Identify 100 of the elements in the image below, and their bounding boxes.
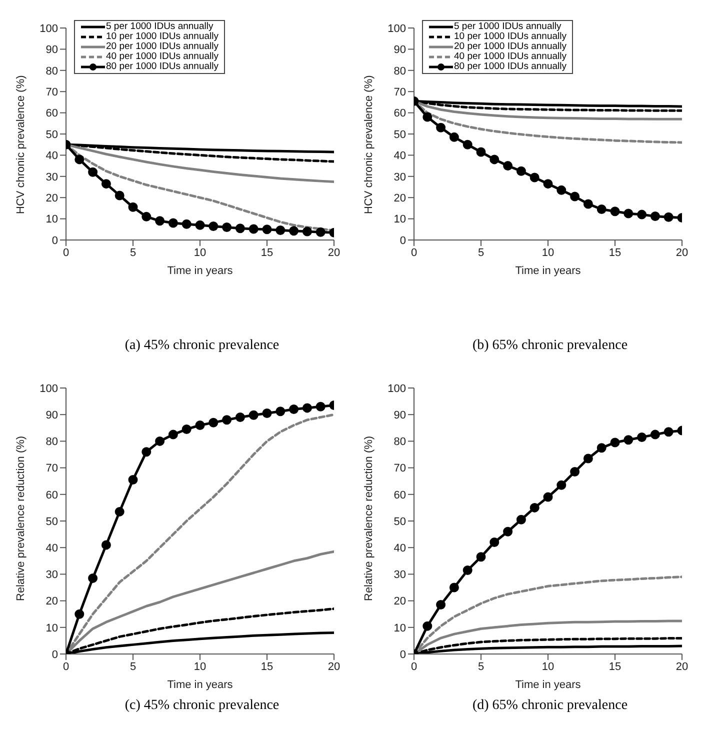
legend-label: 80 per 1000 IDUs annually xyxy=(454,61,566,72)
point xyxy=(637,432,647,442)
point xyxy=(276,406,286,416)
x-tick-label: 15 xyxy=(608,246,622,259)
y-tick-label: 100 xyxy=(40,22,58,35)
x-tick-label: 5 xyxy=(478,246,484,259)
point xyxy=(208,221,218,231)
point xyxy=(262,408,272,418)
y-axis-title: Relative prevalence reduction (%) xyxy=(14,436,27,601)
x-tick-label: 5 xyxy=(130,246,136,259)
point xyxy=(476,147,486,157)
y-tick-label: 90 xyxy=(394,410,406,422)
y-axis-title: HCV chronic prevalence (%) xyxy=(362,75,375,214)
y-tick-label: 20 xyxy=(46,596,58,608)
y-tick-label: 70 xyxy=(394,86,406,99)
y-tick-label: 40 xyxy=(46,150,58,162)
point xyxy=(436,122,446,132)
point xyxy=(637,210,647,220)
point xyxy=(88,167,98,177)
point xyxy=(462,140,472,150)
x-tick-label: 5 xyxy=(478,660,484,673)
point xyxy=(583,199,593,209)
y-axis-title: Relative prevalence reduction (%) xyxy=(362,436,375,601)
point xyxy=(235,224,245,234)
text: (d) 65% chronic prevalence xyxy=(471,698,629,714)
y-tick-label: 70 xyxy=(394,462,406,475)
point xyxy=(596,443,606,453)
y-tick-label: 40 xyxy=(394,542,406,555)
point xyxy=(543,492,553,502)
point xyxy=(101,179,111,189)
y-tick-label: 100 xyxy=(388,22,406,35)
point xyxy=(449,582,459,592)
point xyxy=(74,609,84,619)
y-tick-label: 70 xyxy=(46,462,58,475)
legend-label: 5 per 1000 IDUs annually xyxy=(106,21,214,32)
legend-label: 10 per 1000 IDUs annually xyxy=(454,31,566,42)
point xyxy=(182,424,192,434)
point xyxy=(503,526,513,536)
y-tick-label: 70 xyxy=(46,86,58,99)
y-tick-label: 30 xyxy=(46,171,58,184)
point xyxy=(530,502,540,512)
x-tick-label: 10 xyxy=(194,246,206,259)
point xyxy=(182,219,192,229)
y-tick-label: 60 xyxy=(394,489,406,502)
point xyxy=(490,154,500,164)
y-tick-label: 90 xyxy=(46,410,58,422)
point xyxy=(88,573,98,583)
point xyxy=(503,161,513,171)
point xyxy=(664,212,674,222)
point xyxy=(316,402,326,412)
point xyxy=(570,192,580,202)
point xyxy=(302,403,312,413)
x-tick-label: 15 xyxy=(608,660,622,673)
point xyxy=(596,204,606,214)
x-tick-label: 0 xyxy=(62,246,70,259)
y-tick-label: 0 xyxy=(52,234,58,247)
point xyxy=(302,226,312,236)
point xyxy=(276,226,286,235)
y-tick-label: 20 xyxy=(394,192,406,205)
point xyxy=(462,565,472,575)
point xyxy=(235,412,245,422)
point xyxy=(624,208,634,218)
x-tick-label: 15 xyxy=(260,660,274,673)
y-tick-label: 60 xyxy=(46,489,58,502)
point xyxy=(650,212,660,222)
y-tick-label: 0 xyxy=(400,234,406,247)
x-tick-label: 10 xyxy=(542,660,554,673)
y-tick-label: 10 xyxy=(46,214,58,226)
point xyxy=(248,224,258,234)
point xyxy=(583,454,593,464)
legend-label: 10 per 1000 IDUs annually xyxy=(106,31,218,42)
y-tick-label: 90 xyxy=(46,44,58,56)
y-tick-label: 60 xyxy=(46,108,58,120)
x-tick-label: 0 xyxy=(62,660,70,673)
y-tick-label: 20 xyxy=(46,192,58,205)
y-tick-label: 80 xyxy=(46,65,58,78)
point xyxy=(556,185,566,195)
point xyxy=(262,224,272,234)
x-tick-label: 15 xyxy=(260,246,274,259)
point xyxy=(248,410,258,420)
x-tick-label: 20 xyxy=(328,246,340,259)
point xyxy=(289,226,299,236)
x-axis-title: Time in years xyxy=(167,265,234,277)
x-tick-label: 0 xyxy=(410,660,418,673)
point xyxy=(195,420,205,430)
point xyxy=(142,447,152,457)
x-tick-label: 10 xyxy=(542,246,554,259)
x-axis-title: Time in years xyxy=(515,265,582,277)
y-tick-label: 10 xyxy=(394,214,406,226)
y-tick-label: 40 xyxy=(46,542,58,555)
legend-label: 40 per 1000 IDUs annually xyxy=(454,51,566,62)
y-tick-label: 50 xyxy=(394,128,406,141)
point xyxy=(155,436,165,446)
point xyxy=(168,430,178,440)
point xyxy=(208,418,218,428)
y-tick-label: 50 xyxy=(46,516,58,528)
y-tick-label: 80 xyxy=(394,436,406,448)
y-tick-label: 50 xyxy=(46,128,58,141)
y-tick-label: 0 xyxy=(400,648,406,661)
point xyxy=(610,438,620,448)
